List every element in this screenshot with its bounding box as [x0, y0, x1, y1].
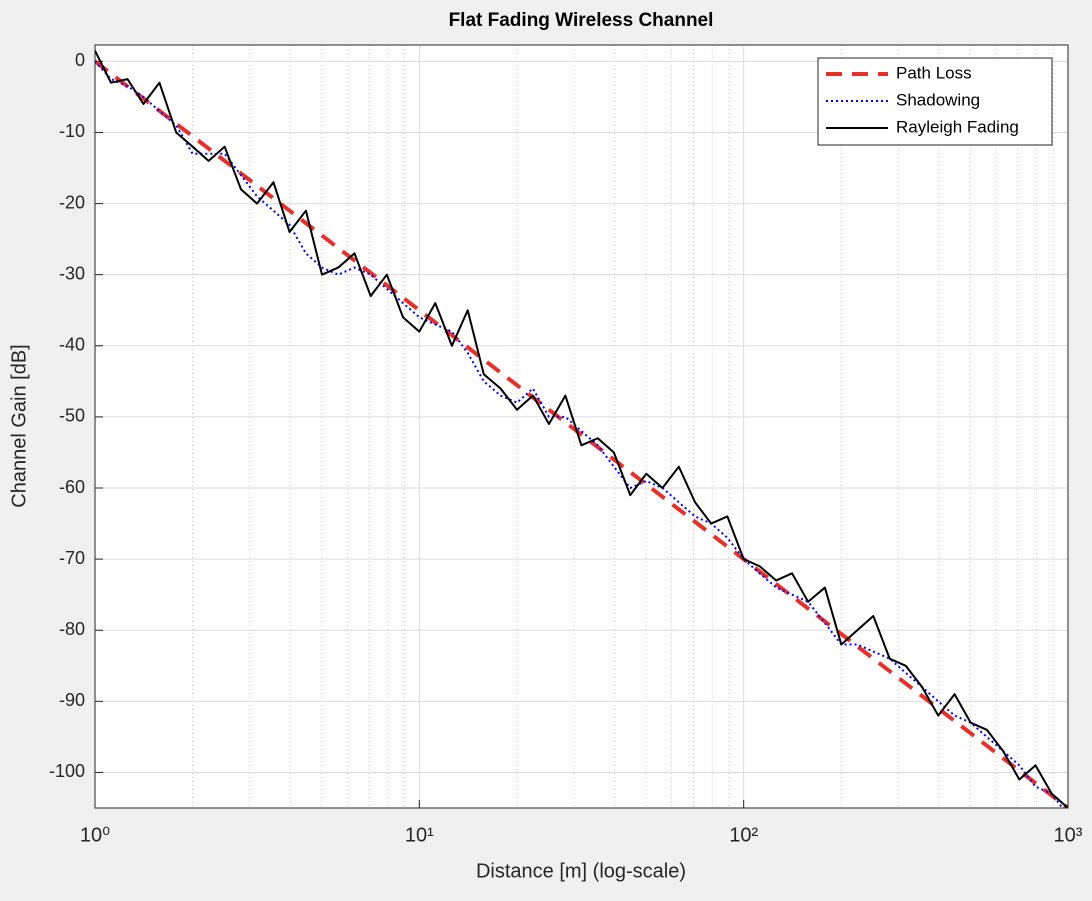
series-line	[95, 50, 1068, 808]
y-tick-label: -60	[59, 477, 85, 497]
y-tick-label: 0	[75, 50, 85, 70]
legend-label: Path Loss	[896, 63, 972, 82]
y-tick-label: -20	[59, 192, 85, 212]
y-tick-label: -10	[59, 121, 85, 141]
y-tick-label: -30	[59, 263, 85, 283]
y-tick-label: -90	[59, 690, 85, 710]
y-tick-label: -70	[59, 548, 85, 568]
axes-box	[94, 44, 1069, 809]
x-axis-label: Distance [m] (log-scale)	[476, 860, 686, 882]
chart-title: Flat Fading Wireless Channel	[449, 10, 714, 31]
x-tick-label: 10²	[729, 824, 758, 846]
y-axis-label: Channel Gain [dB]	[8, 344, 30, 507]
y-tick-label: -100	[49, 761, 85, 781]
x-tick-label: 10⁰	[80, 824, 110, 846]
x-tick-label: 10¹	[405, 824, 434, 846]
y-tick-label: -40	[59, 335, 85, 355]
y-tick-label: -80	[59, 619, 85, 639]
plot-area	[95, 45, 1068, 808]
legend-label: Rayleigh Fading	[896, 117, 1019, 136]
y-tick-label: -50	[59, 406, 85, 426]
plot-lines	[95, 50, 1068, 808]
series-line	[95, 59, 1068, 808]
x-tick-label: 10³	[1054, 824, 1083, 846]
legend-label: Shadowing	[896, 90, 980, 109]
